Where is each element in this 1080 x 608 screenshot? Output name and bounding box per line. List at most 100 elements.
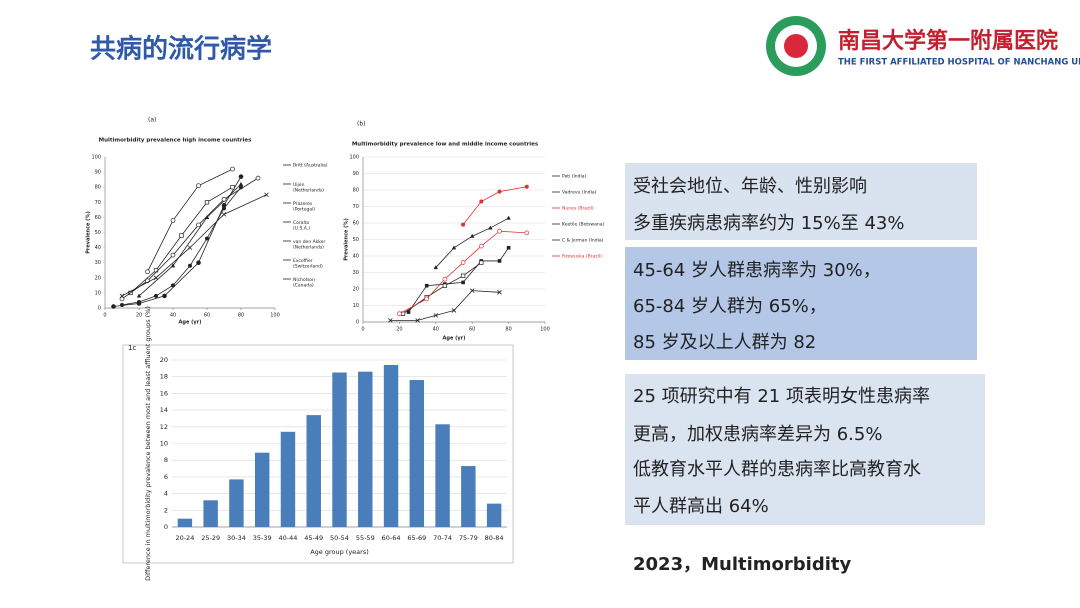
point <box>221 203 227 208</box>
y-tick-label: 0 <box>356 320 359 326</box>
point <box>196 183 201 189</box>
point <box>415 318 420 323</box>
point <box>461 222 466 227</box>
y-tick-label: 30 <box>353 270 359 276</box>
point <box>451 308 457 313</box>
bar <box>358 371 373 527</box>
point <box>479 260 484 265</box>
source: 2023，Multimorbidity <box>633 554 851 575</box>
chart-frame <box>122 344 514 564</box>
x-axis-label: Age (yr) <box>179 320 202 326</box>
x-tick-label: 75-79 <box>459 534 478 542</box>
x-tick-label: 0 <box>103 313 106 319</box>
point <box>506 215 511 220</box>
y-tick-label: 18 <box>160 373 168 381</box>
bar <box>177 518 193 527</box>
series-line <box>121 177 259 300</box>
x-tick-label: 70-74 <box>433 534 452 542</box>
x-tick-label: 50-54 <box>330 534 349 542</box>
point <box>221 212 227 217</box>
logo <box>766 16 826 76</box>
logo-cross <box>784 34 808 58</box>
panel-text: 更高，加权患病率差异为 6.5% <box>633 424 882 445</box>
x-tick-label: 60 <box>204 313 210 319</box>
panel-text: 45-64 岁人群患病率为 30%， <box>633 260 881 281</box>
point <box>442 276 448 282</box>
point <box>460 260 466 265</box>
x-tick-label: 20 <box>136 313 142 319</box>
point <box>433 265 438 270</box>
bar <box>486 503 502 527</box>
point <box>162 293 167 299</box>
x-tick-label: 100 <box>540 327 550 333</box>
panel-text: 65-84 岁人群为 65%， <box>633 296 827 317</box>
point <box>406 310 411 314</box>
series-line <box>390 290 500 321</box>
panel-text: 受社会地位、年龄、性别影响 <box>633 176 867 197</box>
panel-label: (b) <box>357 121 366 128</box>
point <box>497 228 502 234</box>
x-tick-label: 40 <box>433 327 439 333</box>
panel-text: 85 岁及以上人群为 82 <box>633 332 816 353</box>
x-tick-label: 0 <box>361 327 364 333</box>
point <box>205 236 209 241</box>
point <box>145 269 150 275</box>
point <box>470 233 475 238</box>
bar <box>280 431 296 527</box>
point <box>433 313 439 318</box>
y-tick-label: 40 <box>353 254 359 260</box>
series-line <box>113 176 242 307</box>
x-tick-label: 80 <box>505 327 511 333</box>
point <box>255 175 261 181</box>
y-tick-label: 60 <box>95 215 101 221</box>
bar <box>254 452 270 527</box>
y-tick-label: 10 <box>160 440 168 448</box>
point <box>442 283 448 288</box>
point <box>238 174 244 179</box>
point <box>170 218 176 223</box>
y-tick-label: 0 <box>164 523 168 531</box>
point <box>154 293 158 298</box>
panel-text: 平人群高出 64% <box>633 496 769 517</box>
x-tick-label: 60-64 <box>382 534 401 542</box>
x-tick-label: 25-29 <box>201 534 220 542</box>
y-tick-label: 10 <box>353 303 359 309</box>
chart-title: Multimorbidity prevalence low and middle… <box>352 142 539 148</box>
x-axis-label: Age group (years) <box>310 548 369 556</box>
y-tick-label: 80 <box>95 185 101 191</box>
y-axis-label: Prevalence (%) <box>86 211 92 254</box>
point <box>497 189 502 194</box>
y-tick-label: 100 <box>91 155 101 161</box>
y-tick-label: 90 <box>353 171 359 177</box>
point <box>188 263 192 268</box>
point <box>524 230 530 236</box>
series-line <box>130 186 233 294</box>
x-tick-label: 100 <box>270 313 280 319</box>
point <box>204 200 210 205</box>
y-tick-label: 20 <box>353 287 359 293</box>
slide-title: 共病的流行病学 <box>90 34 272 65</box>
y-tick-label: 90 <box>95 170 101 176</box>
x-tick-label: 40 <box>170 313 176 319</box>
y-tick-label: 100 <box>349 155 359 161</box>
point <box>136 301 142 306</box>
point <box>179 233 184 238</box>
point <box>230 185 235 190</box>
point <box>424 296 430 302</box>
logo-english: THE FIRST AFFILIATED HOSPITAL OF NANCHAN… <box>838 58 1080 68</box>
y-tick-label: 20 <box>95 275 101 281</box>
y-tick-label: 4 <box>164 490 168 498</box>
point <box>153 275 159 281</box>
legend-label: Pati (India) <box>562 174 587 180</box>
point <box>264 192 269 198</box>
point <box>187 245 193 250</box>
point <box>196 260 201 266</box>
point <box>478 243 484 249</box>
bar <box>306 415 321 527</box>
x-tick-label: 80-84 <box>485 534 504 542</box>
legend-label: Uijen (Netherlands) <box>293 182 324 194</box>
point <box>451 245 457 250</box>
y-tick-label: 80 <box>353 188 359 194</box>
legend-label: Nunes (Brazil) <box>562 206 594 212</box>
x-tick-label: 20 <box>396 327 402 333</box>
